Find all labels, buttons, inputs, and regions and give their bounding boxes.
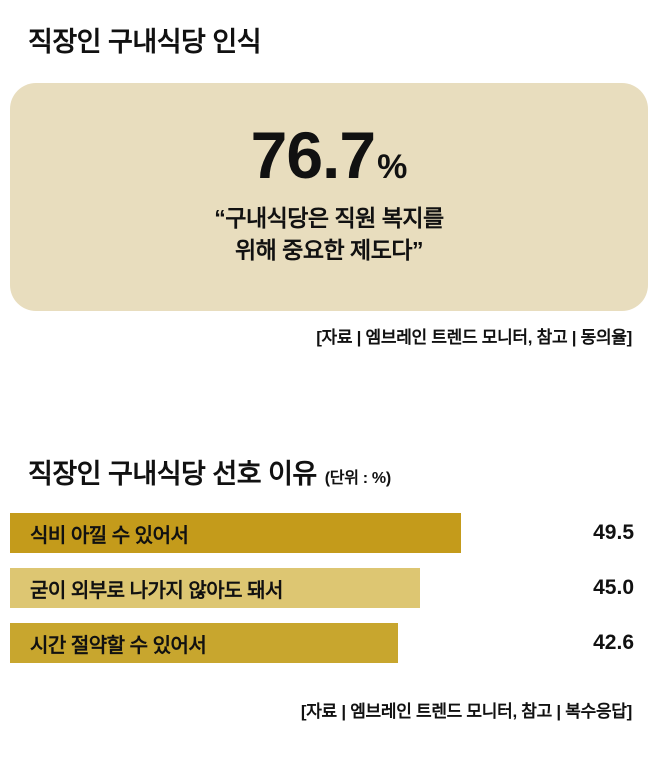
section1-title: 직장인 구내식당 인식	[28, 27, 262, 57]
stat-quote-line-1: “구내식당은 직원 복지를	[214, 204, 444, 231]
bar: 시간 절약할 수 있어서	[10, 623, 399, 663]
stat-highlight-box: 76.7% “구내식당은 직원 복지를 위해 중요한 제도다”	[10, 83, 648, 311]
stat-quote: “구내식당은 직원 복지를 위해 중요한 제도다”	[214, 202, 444, 266]
section2-unit-label: (단위 : %)	[324, 470, 391, 487]
section1-source: [자료 | 엠브레인 트렌드 모니터, 참고 | 동의율]	[316, 328, 632, 347]
bar-category-label: 식비 아낄 수 있어서	[30, 524, 189, 547]
bar-value-label: 49.5	[593, 521, 634, 544]
stat-quote-line-2: 위해 중요한 제도다”	[234, 237, 424, 263]
section2-source: [자료 | 엠브레인 트렌드 모니터, 참고 | 복수응답]	[300, 702, 632, 721]
bar-chart: 식비 아낄 수 있어서 49.5 굳이 외부로 나가지 않아도 돼서 45.0 …	[10, 513, 648, 663]
bar-value-label: 42.6	[593, 631, 634, 654]
section2-title: 직장인 구내식당 선호 이유	[28, 459, 317, 489]
bar: 굳이 외부로 나가지 않아도 돼서	[10, 568, 421, 608]
bar-row: 시간 절약할 수 있어서 42.6	[10, 623, 648, 663]
stat-line: 76.7%	[251, 122, 408, 188]
stat-unit: %	[377, 147, 408, 186]
bar-row: 식비 아낄 수 있어서 49.5	[10, 513, 648, 553]
bar-category-label: 굳이 외부로 나가지 않아도 돼서	[30, 579, 283, 602]
bar-category-label: 시간 절약할 수 있어서	[30, 634, 207, 657]
stat-value: 76.7	[250, 117, 376, 192]
section2-header: 직장인 구내식당 선호 이유 (단위 : %)	[28, 452, 658, 491]
bar-row: 굳이 외부로 나가지 않아도 돼서 45.0	[10, 568, 648, 608]
bar: 식비 아낄 수 있어서	[10, 513, 462, 553]
bar-value-label: 45.0	[593, 576, 634, 599]
